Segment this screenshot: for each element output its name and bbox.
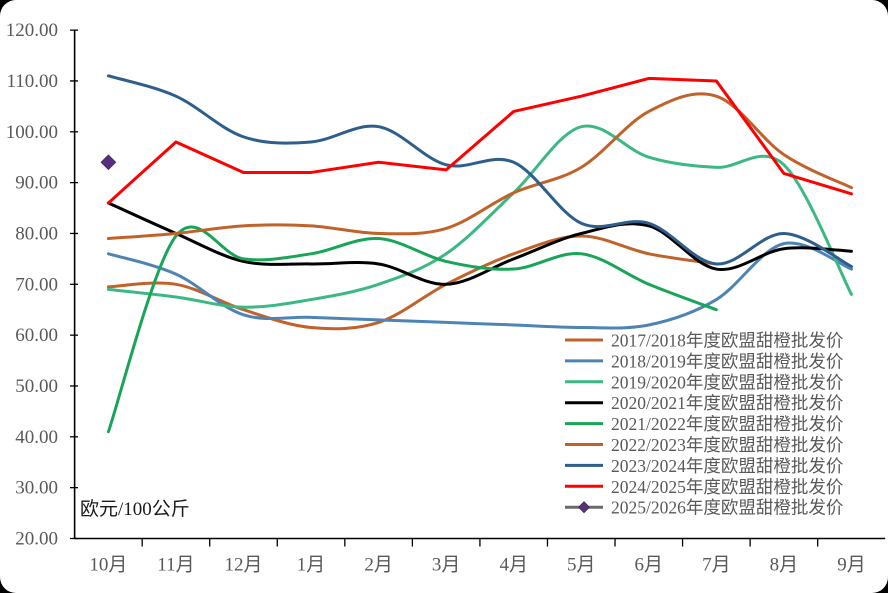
svg-text:2023/2024年度欧盟甜橙批发价: 2023/2024年度欧盟甜橙批发价 (611, 456, 843, 476)
svg-text:4月: 4月 (499, 555, 528, 576)
svg-text:120.00: 120.00 (6, 20, 58, 41)
svg-text:9月: 9月 (837, 555, 866, 576)
svg-text:50.00: 50.00 (15, 376, 58, 397)
svg-text:2021/2022年度欧盟甜橙批发价: 2021/2022年度欧盟甜橙批发价 (611, 414, 843, 434)
svg-text:2月: 2月 (364, 555, 393, 576)
svg-text:2025/2026年度欧盟甜橙批发价: 2025/2026年度欧盟甜橙批发价 (611, 498, 843, 518)
svg-text:12月: 12月 (224, 555, 262, 576)
svg-text:2018/2019年度欧盟甜橙批发价: 2018/2019年度欧盟甜橙批发价 (611, 351, 843, 371)
svg-text:20.00: 20.00 (15, 529, 58, 550)
svg-text:90.00: 90.00 (15, 173, 58, 194)
svg-text:5月: 5月 (567, 555, 596, 576)
svg-text:80.00: 80.00 (15, 223, 58, 244)
svg-text:100.00: 100.00 (6, 122, 58, 143)
svg-text:70.00: 70.00 (15, 274, 58, 295)
svg-text:2017/2018年度欧盟甜橙批发价: 2017/2018年度欧盟甜橙批发价 (611, 331, 843, 351)
svg-text:2024/2025年度欧盟甜橙批发价: 2024/2025年度欧盟甜橙批发价 (611, 477, 843, 497)
svg-text:8月: 8月 (770, 555, 799, 576)
svg-text:1月: 1月 (297, 555, 326, 576)
svg-text:10月: 10月 (89, 555, 127, 576)
svg-text:7月: 7月 (702, 555, 731, 576)
svg-text:110.00: 110.00 (6, 71, 58, 92)
svg-text:2019/2020年度欧盟甜橙批发价: 2019/2020年度欧盟甜橙批发价 (611, 372, 843, 392)
svg-text:30.00: 30.00 (15, 478, 58, 499)
svg-text:3月: 3月 (432, 555, 461, 576)
svg-text:2022/2023年度欧盟甜橙批发价: 2022/2023年度欧盟甜橙批发价 (611, 435, 843, 455)
svg-text:40.00: 40.00 (15, 427, 58, 448)
svg-text:欧元/100公斤: 欧元/100公斤 (80, 498, 190, 520)
svg-text:60.00: 60.00 (15, 325, 58, 346)
svg-text:11月: 11月 (157, 555, 194, 576)
svg-text:2020/2021年度欧盟甜橙批发价: 2020/2021年度欧盟甜橙批发价 (611, 393, 843, 413)
svg-text:6月: 6月 (635, 555, 664, 576)
